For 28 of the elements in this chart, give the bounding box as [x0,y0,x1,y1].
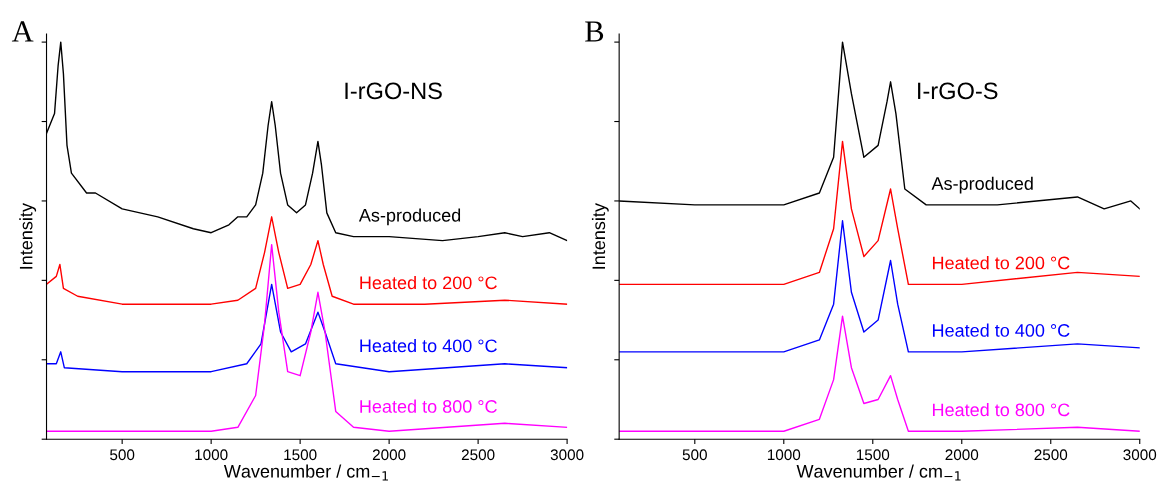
x-tick-label: 2000 [945,449,979,461]
series-label: As-produced [931,176,1033,194]
x-tick-label: 1500 [284,449,317,461]
series-label: As-produced [358,208,461,226]
x-tick-label: 500 [110,449,135,461]
text: I-rGO-NS [345,82,442,100]
x-axis-title: Wavenumber / cm$_{−1}$ [223,464,388,481]
x-tick-label: 2500 [1034,449,1068,461]
y-axis-title: Intensity [19,203,37,269]
series-label: Heated to 800 °C [360,399,497,413]
text: I-rGO-S [918,82,998,100]
x-tick-label: 1000 [195,449,228,461]
x-tick-label: 500 [682,449,707,461]
x-tick-label: 1000 [767,449,801,461]
y-axis-title: Intensity [591,203,609,269]
x-tick-label: 3000 [550,449,584,461]
chart-title: A [11,21,34,42]
x-tick-label: 1500 [856,449,890,461]
x-tick-label: 2500 [461,449,495,461]
x-tick-label: 2000 [372,449,406,461]
series-label: Heated to 400 °C [360,338,497,353]
series-label: Heated to 400 °C [932,323,1070,337]
series-label: Heated to 200 °C [932,256,1070,270]
x-axis-title: Wavenumber / cm$_{−1}$ [796,464,961,481]
series-label: Heated to 800 °C [932,402,1070,417]
chart-title: B [585,21,604,42]
x-tick-label: 3000 [1123,449,1157,461]
series-label: Heated to 200 °C [360,275,497,290]
